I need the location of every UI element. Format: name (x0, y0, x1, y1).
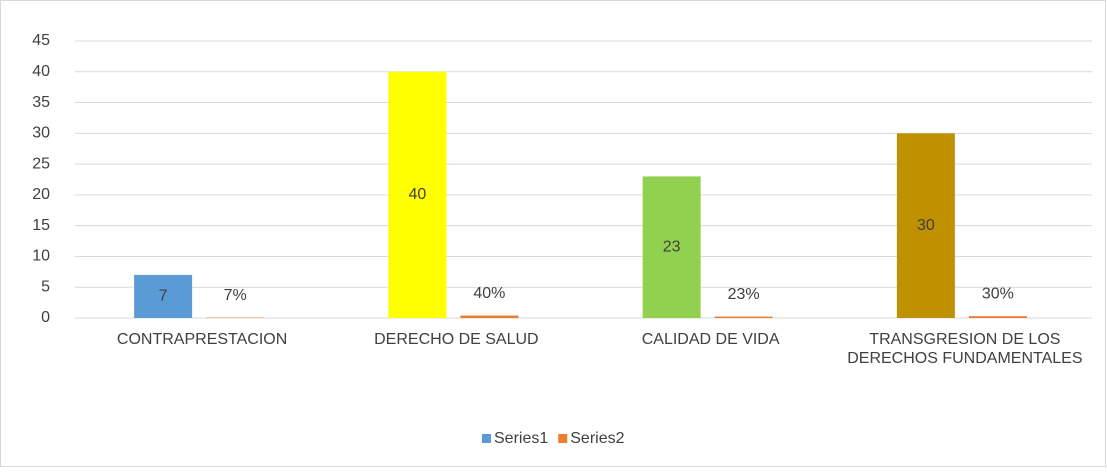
y-tick-label: 40 (32, 63, 50, 80)
bar (715, 317, 773, 318)
x-tick-label: CONTRAPRESTACION (75, 330, 329, 349)
y-tick-label: 20 (32, 186, 50, 203)
bar (460, 316, 518, 318)
y-tick-label: 35 (32, 94, 50, 111)
data-label: 30 (917, 217, 935, 234)
data-label: 40 (408, 186, 426, 203)
data-label: 7 (159, 288, 168, 305)
data-label: 23 (663, 238, 681, 255)
data-label: 23% (728, 286, 760, 303)
legend-swatch (482, 434, 491, 443)
legend-label: Series2 (570, 430, 624, 447)
x-tick-label-box: TRANSGRESION DE LOS DERECHOS FUNDAMENTAL… (838, 330, 1092, 410)
x-tick-label: TRANSGRESION DE LOS DERECHOS FUNDAMENTAL… (838, 330, 1092, 368)
data-label: 7% (224, 287, 247, 304)
y-tick-label: 5 (41, 278, 50, 295)
legend-swatch (558, 434, 567, 443)
legend-label: Series1 (494, 430, 548, 447)
x-tick-label: DERECHO DE SALUD (329, 330, 583, 349)
x-tick-label-box: CONTRAPRESTACION (75, 330, 329, 410)
y-tick-label: 15 (32, 217, 50, 234)
y-tick-label: 25 (32, 155, 50, 172)
bar (969, 316, 1027, 318)
data-label: 30% (982, 285, 1014, 302)
y-tick-label: 30 (32, 125, 50, 142)
y-tick-label: 0 (41, 309, 50, 326)
data-label: 40% (473, 285, 505, 302)
x-tick-label-box: DERECHO DE SALUD (329, 330, 583, 410)
x-tick-label: CALIDAD DE VIDA (584, 330, 838, 349)
y-tick-label: 45 (32, 32, 50, 49)
x-tick-label-box: CALIDAD DE VIDA (584, 330, 838, 410)
y-tick-label: 10 (32, 248, 50, 265)
